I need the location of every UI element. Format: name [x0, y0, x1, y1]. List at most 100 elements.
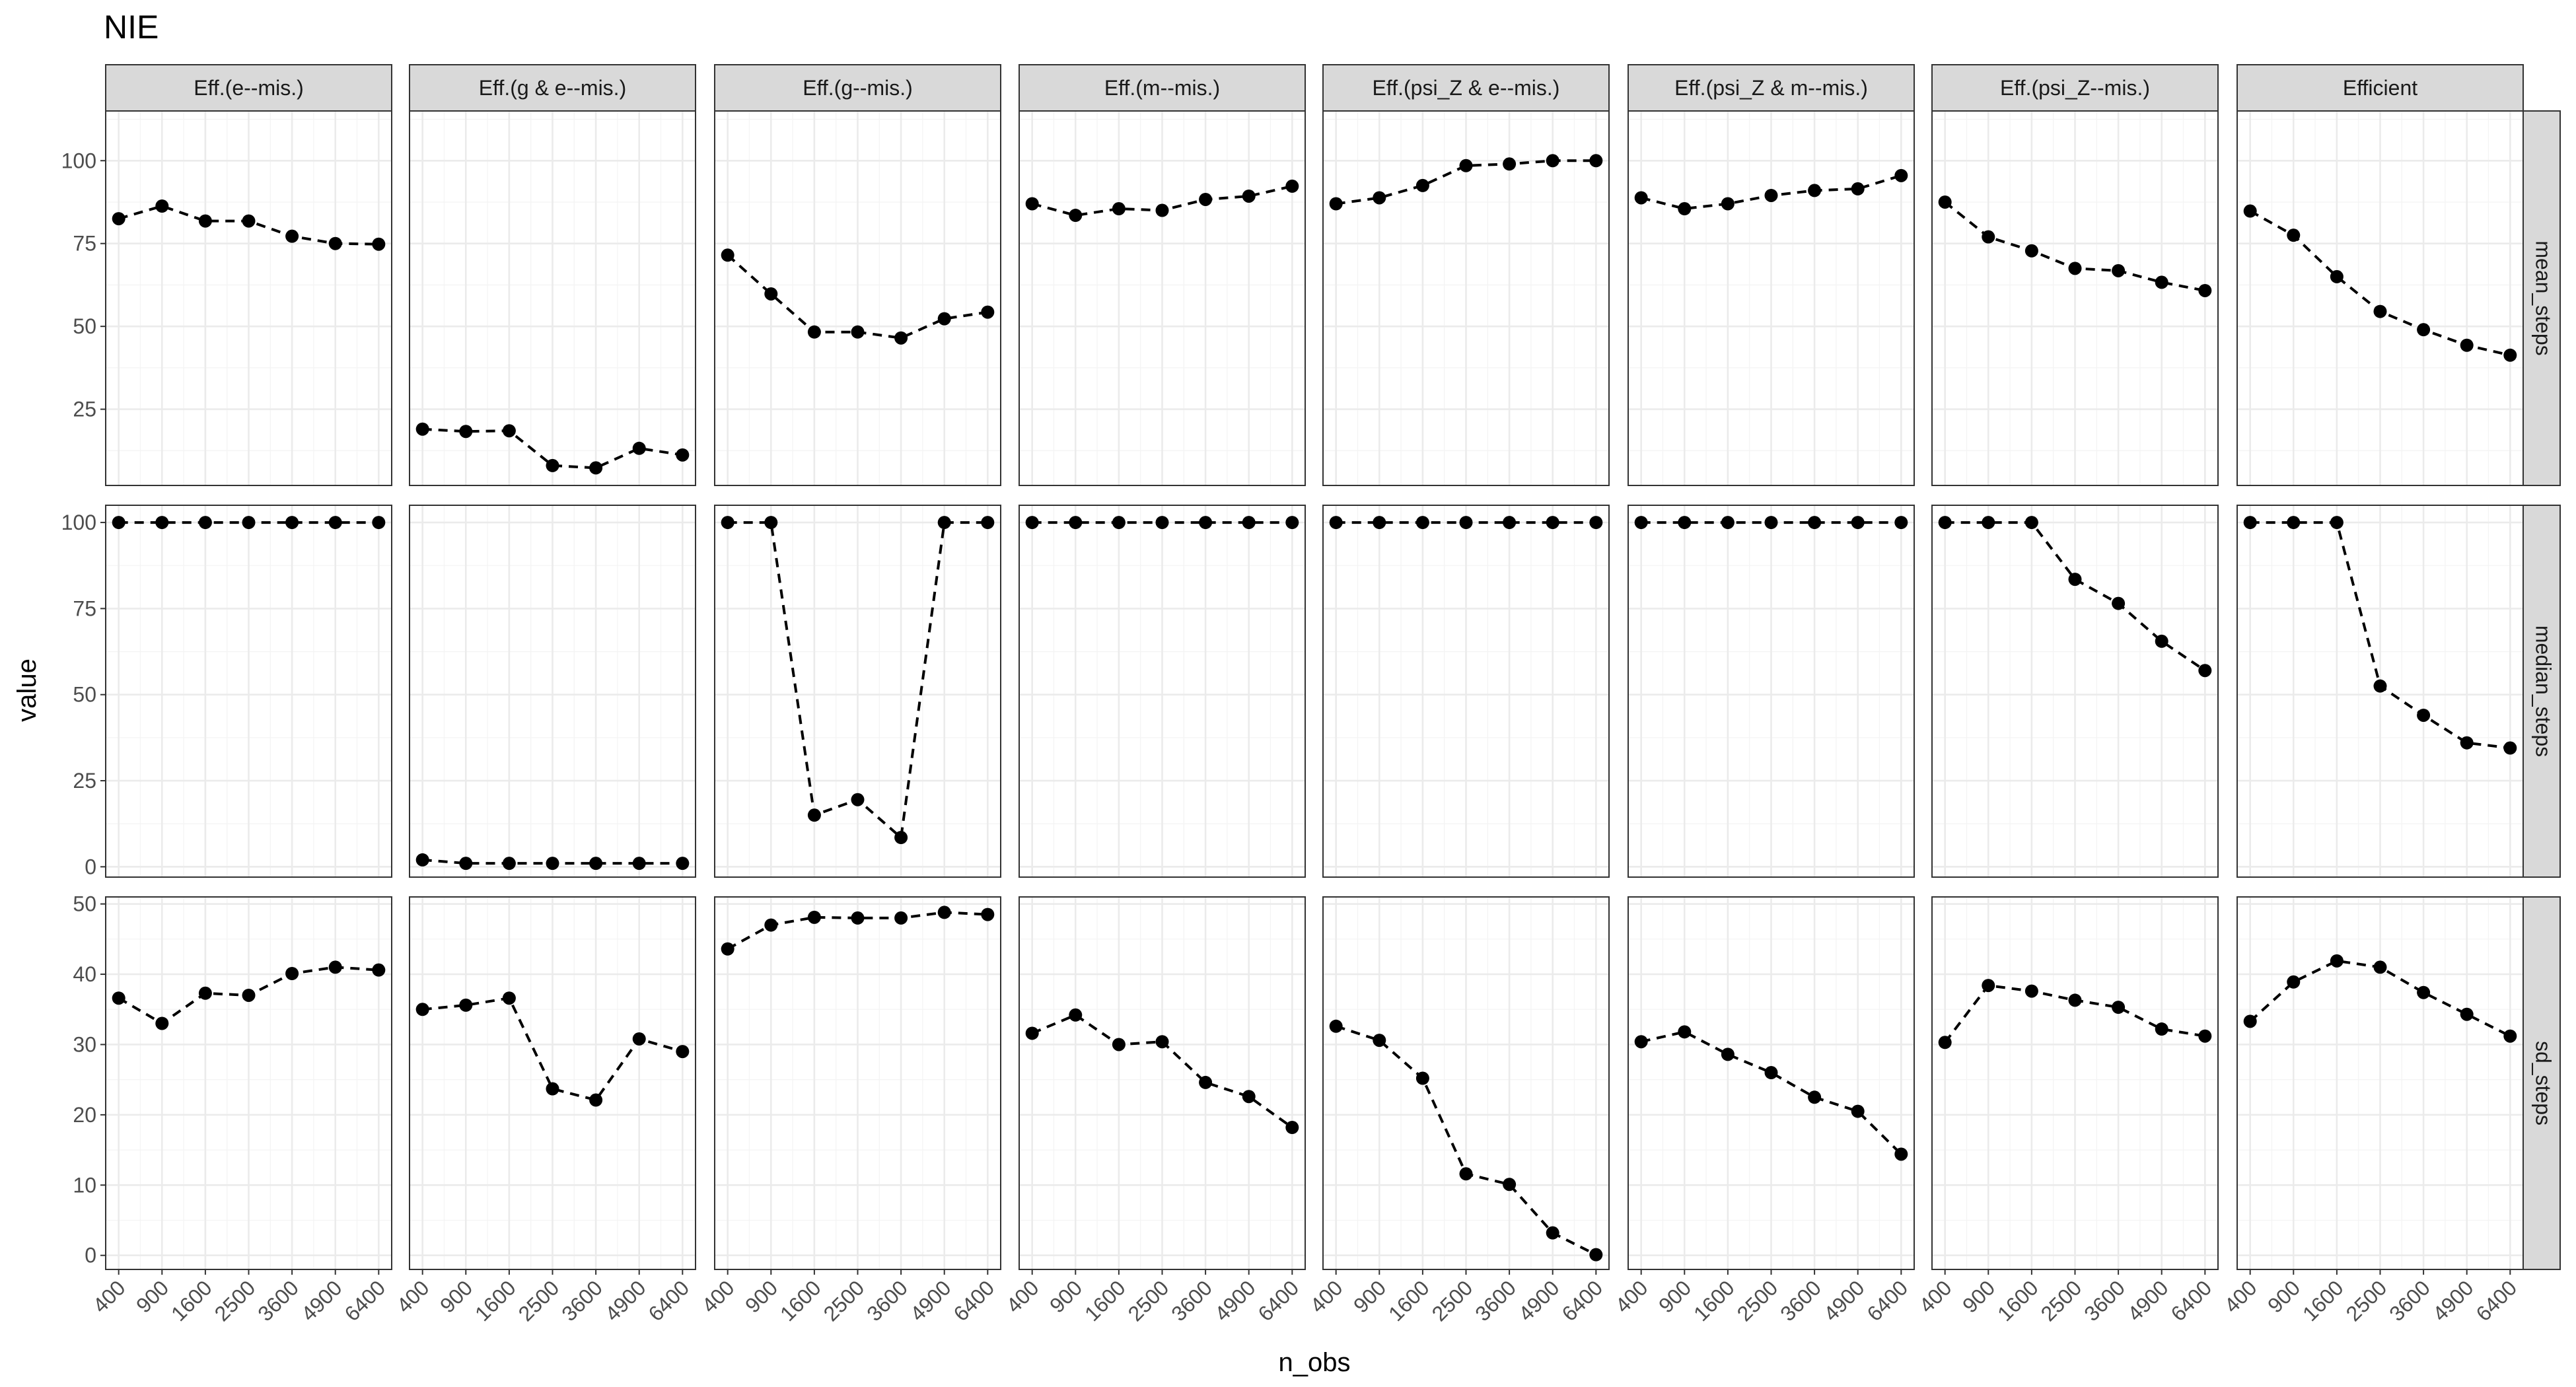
panel-sd-steps-eff-psi-z-e-mis: [1322, 896, 1610, 1270]
panel-median-steps-eff-psi-z-mis: [1931, 505, 2219, 878]
y-tick-label: 100: [61, 149, 96, 172]
panel-median-steps-eff-e-mis: [105, 505, 392, 878]
data-point: [1069, 516, 1083, 530]
data-point: [1634, 1035, 1648, 1049]
data-point: [1415, 1071, 1429, 1085]
x-tick-label: 1600: [470, 1275, 520, 1326]
data-point: [1589, 154, 1603, 168]
panel-sd-steps-efficient: [2236, 896, 2524, 1270]
data-point: [285, 229, 299, 243]
data-point: [2068, 573, 2082, 587]
data-point: [2155, 1022, 2168, 1036]
x-tick-label: 6400: [1557, 1275, 1607, 1326]
data-point: [1589, 516, 1603, 530]
panel-border: [2236, 505, 2524, 878]
data-point: [807, 325, 821, 339]
facet-strip-bg: [714, 64, 1001, 112]
data-point: [894, 331, 908, 345]
data-point: [198, 986, 212, 1000]
data-point: [2112, 264, 2126, 277]
y-tick-label: 20: [73, 1103, 96, 1127]
data-point: [2503, 348, 2517, 362]
y-tick-label: 40: [73, 962, 96, 986]
x-tick-label: 2500: [1733, 1275, 1783, 1326]
data-point: [1285, 1121, 1299, 1135]
data-point: [459, 857, 473, 871]
data-point: [1503, 1178, 1517, 1191]
x-tick-label: 400: [1610, 1275, 1652, 1317]
data-point: [764, 287, 778, 301]
x-tick-label: 1600: [1080, 1275, 1130, 1326]
data-point: [372, 963, 386, 977]
data-point: [2373, 679, 2387, 693]
panel-border: [1019, 505, 1306, 878]
x-tick-label: 3600: [1166, 1275, 1217, 1326]
data-point: [2198, 283, 2212, 297]
data-point: [721, 942, 734, 956]
panel-mean-steps-eff-m-mis: [1019, 110, 1306, 486]
data-point: [721, 248, 734, 262]
panel-border: [1322, 110, 1610, 486]
data-point: [112, 212, 125, 226]
data-point: [328, 516, 342, 530]
data-point: [242, 516, 256, 530]
data-point: [2155, 275, 2168, 289]
data-point: [2198, 1029, 2212, 1043]
y-tick-label: 50: [73, 892, 96, 916]
data-point: [502, 857, 516, 871]
data-point: [372, 516, 386, 530]
data-point: [1025, 516, 1039, 530]
x-tick-label: 6400: [1253, 1275, 1303, 1326]
data-point: [1155, 516, 1169, 530]
x-tick-label: 3600: [1470, 1275, 1521, 1326]
x-tick-label: 4900: [1210, 1275, 1260, 1326]
data-point: [1415, 516, 1429, 530]
data-point: [589, 1093, 603, 1107]
x-tick-label: 2500: [514, 1275, 564, 1326]
x-tick-label: 2500: [819, 1275, 869, 1326]
x-tick-label: 2500: [1124, 1275, 1174, 1326]
panel-median-steps-efficient: [2236, 505, 2524, 878]
row-strip-sd-steps: sd_steps: [2522, 896, 2561, 1270]
data-point: [894, 831, 908, 845]
x-tick-label: 900: [435, 1275, 477, 1317]
y-tick-label: 25: [73, 769, 96, 793]
data-point: [1242, 516, 1256, 530]
data-point: [328, 236, 342, 250]
data-point: [851, 911, 865, 925]
facet-strip-bg: [105, 64, 392, 112]
y-tick-label: 50: [73, 683, 96, 707]
data-point: [1112, 1038, 1126, 1051]
data-point: [2024, 244, 2038, 258]
data-point: [2287, 975, 2301, 989]
data-point: [155, 199, 169, 213]
row-strip-label: median_steps: [2532, 625, 2556, 757]
data-point: [2024, 984, 2038, 998]
data-point: [589, 461, 603, 475]
data-point: [1415, 178, 1429, 192]
panel-border: [1931, 110, 2219, 486]
data-point: [1329, 516, 1343, 530]
data-point: [198, 516, 212, 530]
x-tick-label: 3600: [1775, 1275, 1826, 1326]
x-tick-label: 400: [697, 1275, 738, 1317]
x-tick-label: 3600: [862, 1275, 912, 1326]
data-point: [198, 214, 212, 228]
x-tick-label: 2500: [2342, 1275, 2392, 1326]
data-point: [2287, 229, 2301, 242]
facet-strip-label: Eff.(g--mis.): [803, 76, 913, 100]
facet-panels: Eff.(e--mis.) Eff.(g & e--mis.) Eff.(g--mi…: [61, 64, 2561, 1326]
data-point: [2503, 741, 2517, 755]
x-tick-label: 900: [1958, 1275, 1999, 1317]
x-tick-label: 4900: [2123, 1275, 2173, 1326]
facet-strip-label: Eff.(m--mis.): [1104, 76, 1220, 100]
data-point: [1851, 1104, 1865, 1118]
data-point: [1721, 197, 1735, 211]
data-point: [1199, 192, 1213, 206]
panel-sd-steps-eff-g-mis: [714, 896, 1001, 1270]
panel-border: [714, 110, 1001, 486]
data-point: [632, 1032, 646, 1046]
facet-strip-label: Eff.(psi_Z--mis.): [2000, 76, 2150, 100]
data-point: [1851, 516, 1865, 530]
data-point: [1069, 1008, 1083, 1022]
